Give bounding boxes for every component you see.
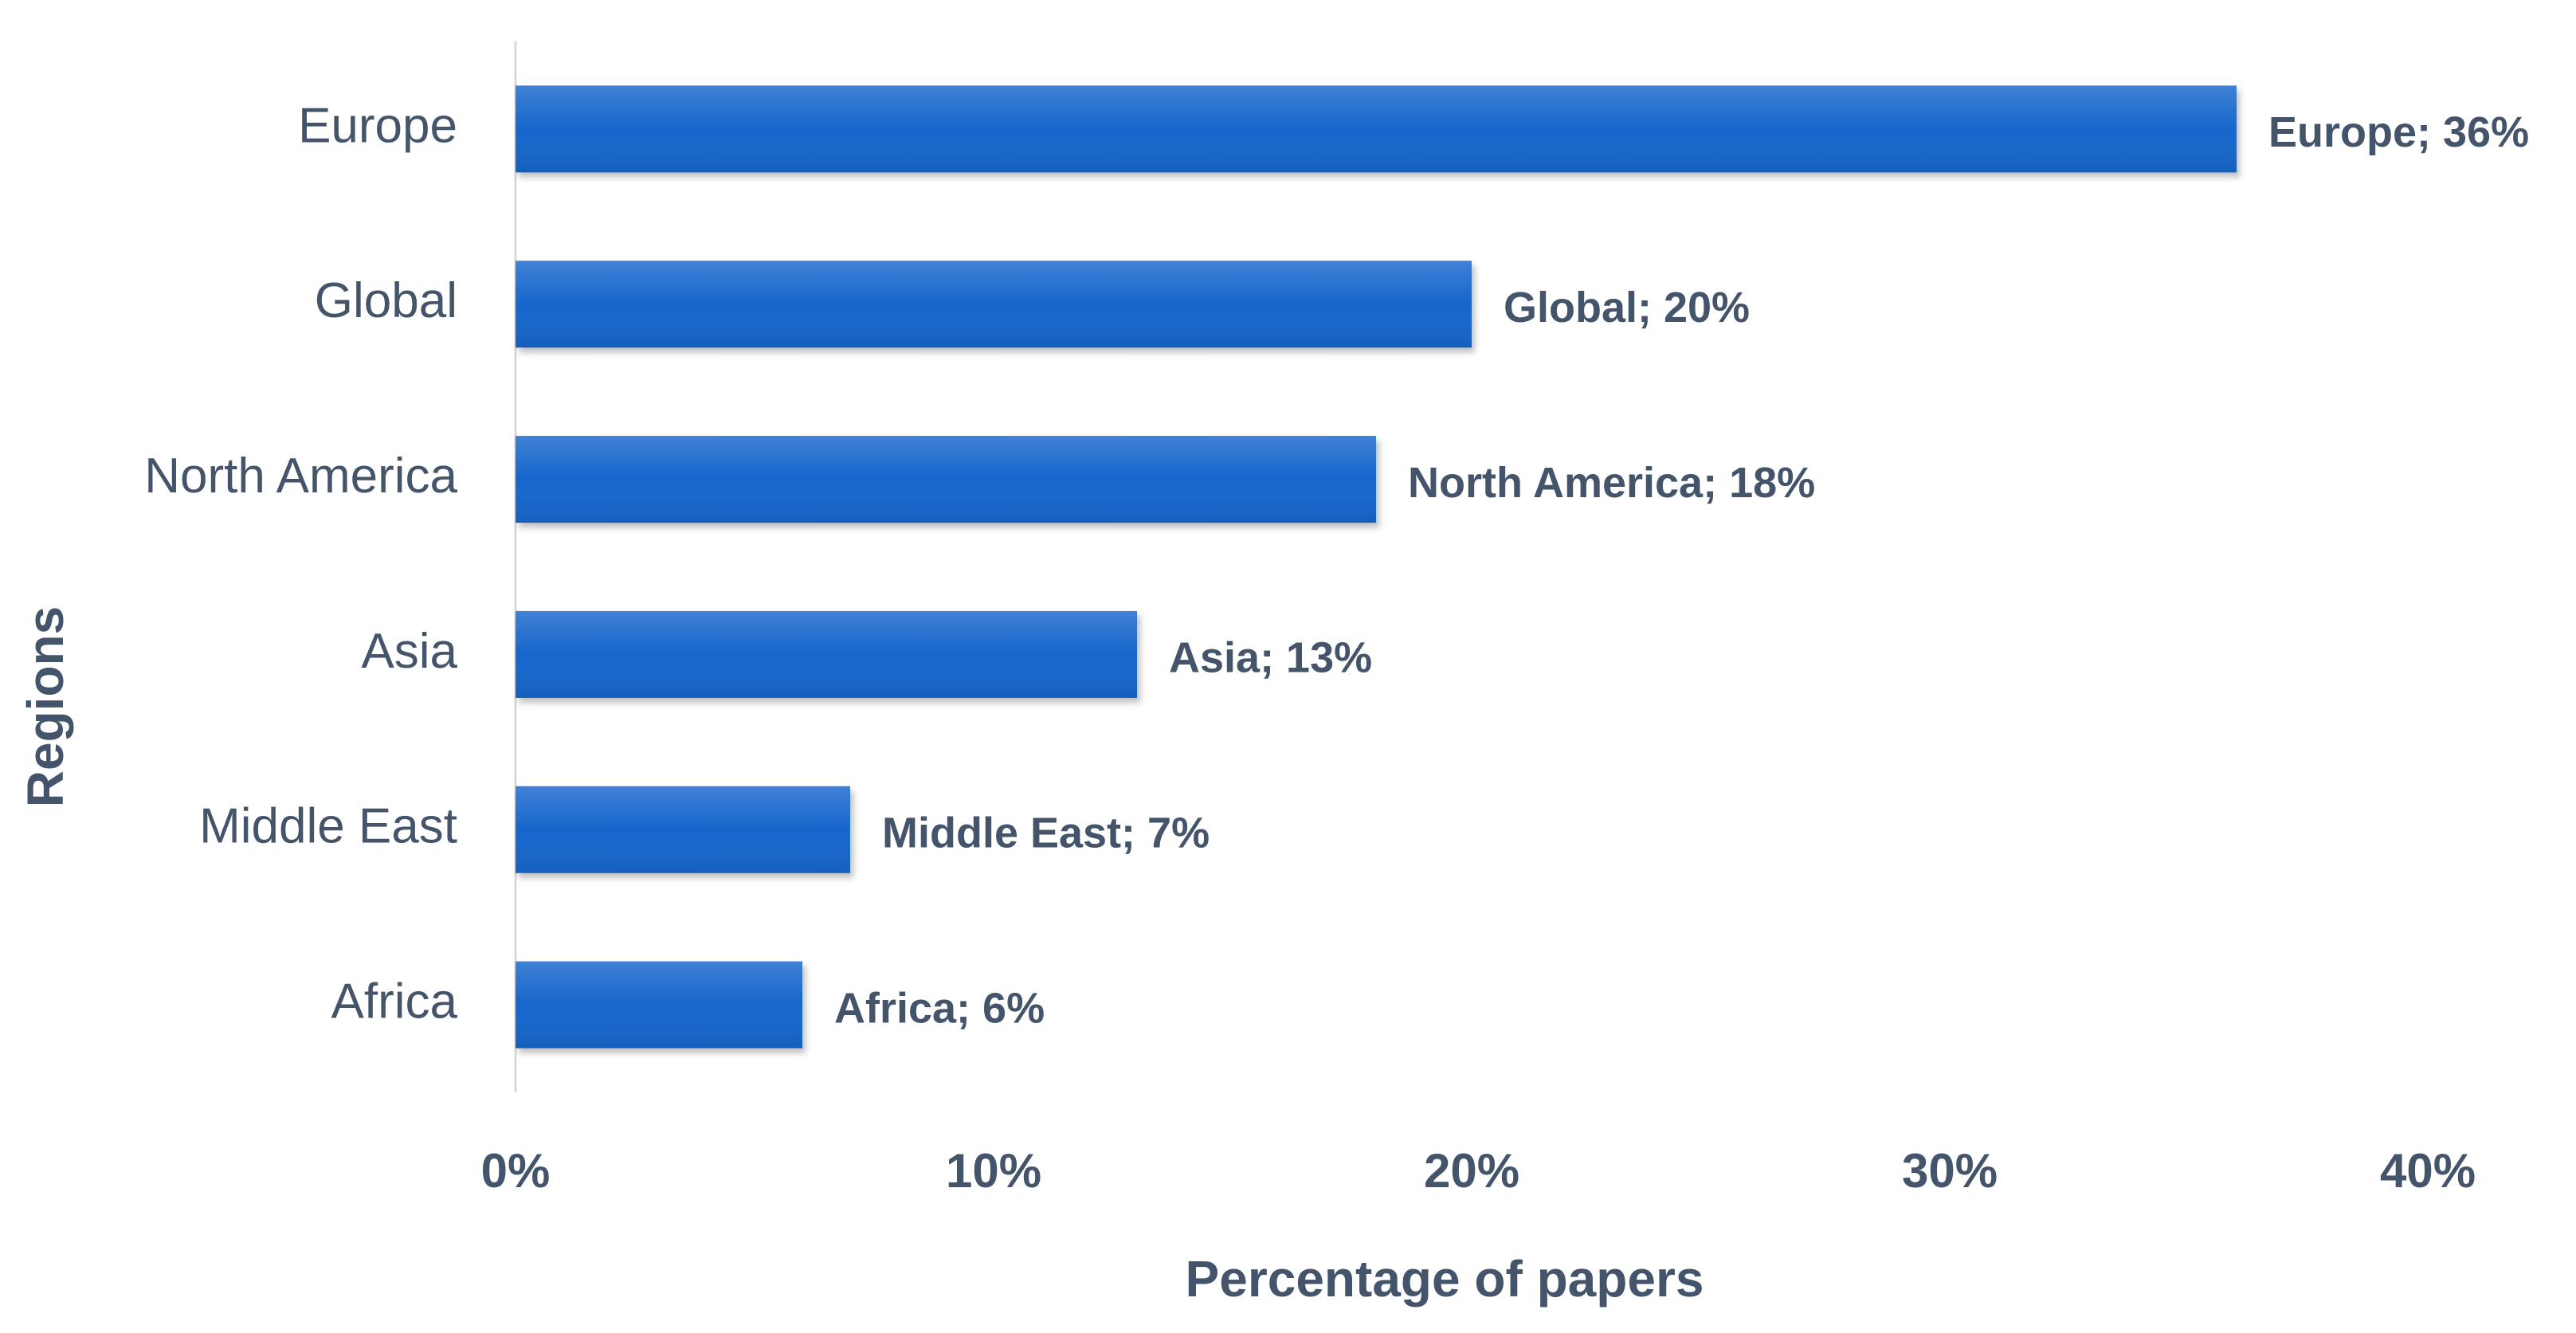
value-label: Middle East; 7% [882, 810, 1210, 857]
bar-shine [516, 85, 2237, 173]
bar-shine [516, 261, 1472, 348]
y-tick-label: Europe [298, 98, 457, 153]
x-tick-label: 20% [1424, 1144, 1519, 1198]
value-label: Africa; 6% [834, 984, 1045, 1032]
x-tick-label: 10% [946, 1144, 1041, 1198]
bar-shine [516, 961, 802, 1049]
y-tick-label: Middle East [199, 799, 457, 854]
value-label: North America; 18% [1408, 459, 1815, 507]
x-tick-label: 30% [1902, 1144, 1998, 1198]
bar-shine [516, 786, 850, 873]
value-label: Europe; 36% [2268, 108, 2529, 156]
x-tick-label: 0% [481, 1144, 551, 1198]
value-label: Global; 20% [1504, 284, 1750, 331]
y-tick-label: Asia [361, 624, 457, 679]
y-tick-label: Africa [331, 974, 458, 1029]
y-tick-label: North America [144, 449, 457, 504]
y-axis-title: Regions [17, 606, 74, 807]
x-axis-title: Percentage of papers [1186, 1250, 1704, 1308]
bar-shine [516, 610, 1137, 698]
y-tick-label: Global [315, 273, 457, 328]
bar-shine [516, 436, 1376, 523]
x-tick-label: 40% [2380, 1144, 2476, 1198]
value-label: Asia; 13% [1169, 634, 1372, 682]
